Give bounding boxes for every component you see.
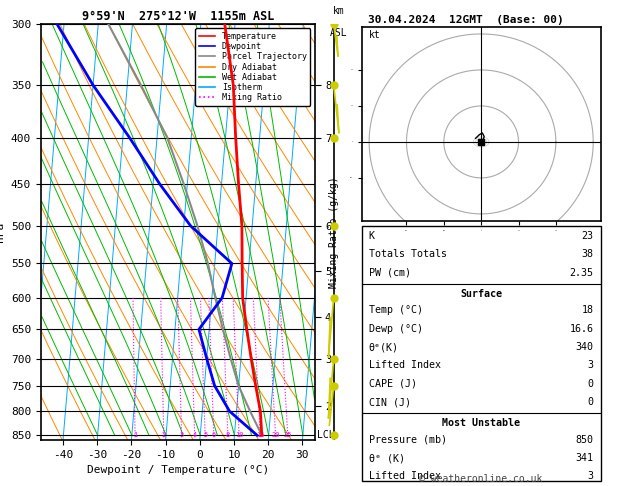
Text: PW (cm): PW (cm) [369, 268, 411, 278]
Text: Most Unstable: Most Unstable [442, 418, 520, 428]
Text: Dewp (°C): Dewp (°C) [369, 324, 423, 334]
Text: kt: kt [369, 30, 381, 39]
Text: 5: 5 [203, 432, 208, 437]
Text: 3: 3 [587, 361, 594, 370]
Title: 9°59'N  275°12'W  1155m ASL: 9°59'N 275°12'W 1155m ASL [82, 10, 274, 23]
Text: LCL: LCL [317, 430, 335, 440]
Text: 850: 850 [576, 434, 594, 445]
Text: 10: 10 [235, 432, 243, 437]
Text: 16.6: 16.6 [569, 324, 594, 334]
Text: 8: 8 [226, 432, 230, 437]
Text: 0: 0 [587, 379, 594, 389]
Y-axis label: hPa: hPa [0, 222, 6, 242]
Text: CIN (J): CIN (J) [369, 397, 411, 407]
Text: 3: 3 [179, 432, 184, 437]
Text: Totals Totals: Totals Totals [369, 249, 447, 260]
Text: 2.35: 2.35 [569, 268, 594, 278]
Text: ASL: ASL [330, 29, 348, 38]
Text: 38: 38 [582, 249, 594, 260]
Text: Mixing Ratio (g/kg): Mixing Ratio (g/kg) [329, 176, 338, 288]
Text: 341: 341 [576, 453, 594, 463]
X-axis label: Dewpoint / Temperature (°C): Dewpoint / Temperature (°C) [87, 465, 269, 475]
Text: θᵉ(K): θᵉ(K) [369, 342, 399, 352]
Text: 3: 3 [587, 471, 594, 482]
Text: 2: 2 [162, 432, 166, 437]
Text: 18: 18 [582, 305, 594, 315]
Text: Pressure (mb): Pressure (mb) [369, 434, 447, 445]
Text: CAPE (J): CAPE (J) [369, 379, 417, 389]
Legend: Temperature, Dewpoint, Parcel Trajectory, Dry Adiabat, Wet Adiabat, Isotherm, Mi: Temperature, Dewpoint, Parcel Trajectory… [196, 29, 310, 105]
Text: 30.04.2024  12GMT  (Base: 00): 30.04.2024 12GMT (Base: 00) [368, 15, 564, 25]
Text: K: K [369, 231, 375, 241]
Text: θᵉ (K): θᵉ (K) [369, 453, 405, 463]
Text: km: km [333, 6, 345, 16]
Text: © weatheronline.co.uk: © weatheronline.co.uk [420, 473, 543, 484]
Text: 25: 25 [284, 432, 292, 437]
Text: 1: 1 [133, 432, 137, 437]
Text: 4: 4 [192, 432, 197, 437]
Text: Surface: Surface [460, 289, 502, 299]
Text: Lifted Index: Lifted Index [369, 361, 441, 370]
Text: 6: 6 [212, 432, 216, 437]
Text: 15: 15 [256, 432, 265, 437]
Text: Temp (°C): Temp (°C) [369, 305, 423, 315]
Text: Lifted Index: Lifted Index [369, 471, 441, 482]
Text: 23: 23 [582, 231, 594, 241]
Text: 340: 340 [576, 342, 594, 352]
Text: 0: 0 [587, 397, 594, 407]
Text: 20: 20 [272, 432, 280, 437]
